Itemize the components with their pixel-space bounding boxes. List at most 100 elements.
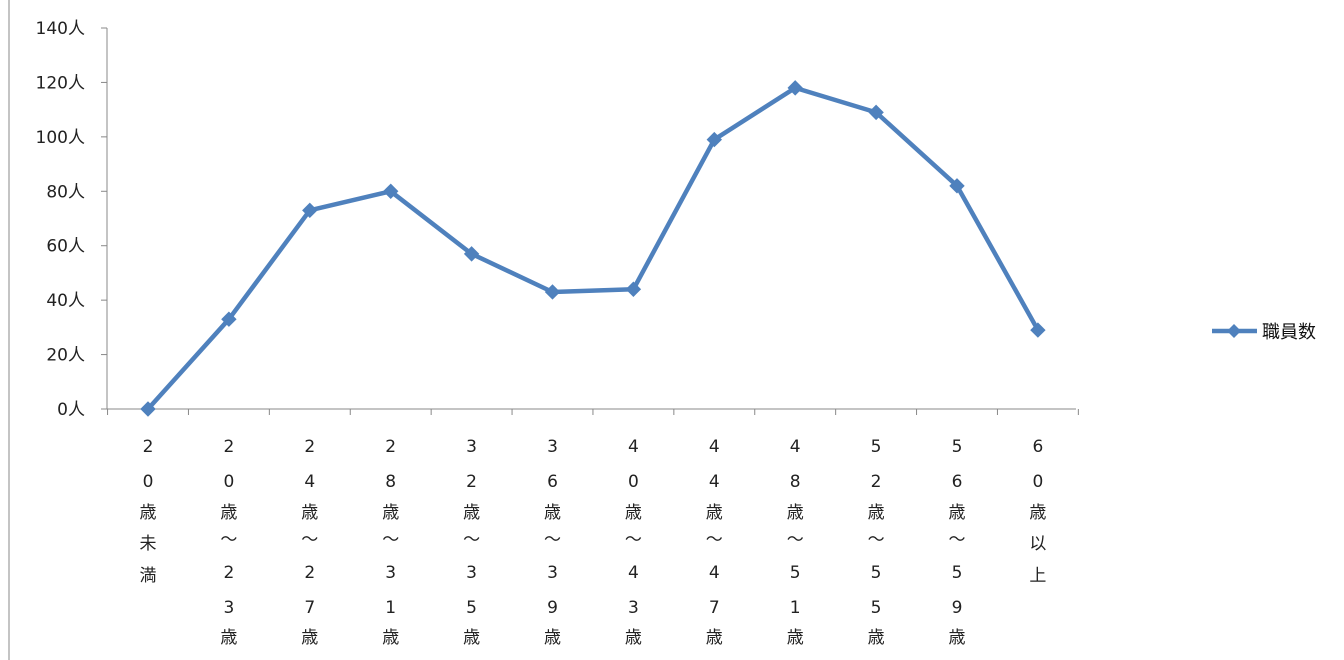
- x-tick-char: ～: [220, 530, 237, 550]
- x-tick-char: 歳: [301, 503, 318, 523]
- x-tick-char: 3: [385, 563, 396, 583]
- x-tick-char: 4: [790, 437, 801, 457]
- data-point-marker: [949, 178, 965, 194]
- x-tick-char: 5: [952, 563, 963, 583]
- x-tick-char: ～: [544, 530, 561, 550]
- x-tick-char: 3: [223, 598, 234, 618]
- x-tick-char: 6: [952, 472, 963, 492]
- x-tick-char: 歳: [787, 628, 804, 648]
- x-tick-char: 9: [952, 598, 963, 618]
- x-axis: 20歳未満20歳～23歳24歳～27歳28歳～31歳32歳～35歳36歳～39歳…: [107, 408, 1079, 648]
- x-tick-label: 5 6 歳 ～ 5 9 歳: [949, 437, 966, 648]
- x-tick-char: 4: [709, 472, 720, 492]
- x-tick-char: 歳: [949, 503, 966, 523]
- x-tick-char: 2: [223, 563, 234, 583]
- x-tick-char: ～: [301, 530, 318, 550]
- legend-marker-swatch: [1227, 324, 1241, 338]
- x-tick-char: 歳: [220, 503, 237, 523]
- x-tick-char: ～: [787, 530, 804, 550]
- x-tick-char: 歳: [544, 628, 561, 648]
- series-group: [140, 80, 1046, 417]
- x-tick-char: ～: [463, 530, 480, 550]
- data-point-marker: [221, 311, 237, 327]
- x-tick-char: 歳: [544, 503, 561, 523]
- x-tick-label: 2 4 歳 ～ 2 7 歳: [301, 437, 318, 648]
- x-tick-char: 歳: [382, 503, 399, 523]
- x-tick-char: 0: [1032, 472, 1043, 492]
- data-point-marker: [787, 80, 803, 96]
- x-tick-char: 2: [466, 472, 477, 492]
- x-tick-char: 3: [547, 437, 558, 457]
- x-tick-char: 2: [223, 437, 234, 457]
- x-tick-char: 2: [871, 472, 882, 492]
- x-tick-char: 5: [871, 437, 882, 457]
- x-tick-char: 歳: [949, 628, 966, 648]
- x-tick-label: 2 8 歳 ～ 3 1 歳: [382, 437, 399, 648]
- x-tick-char: 歳: [220, 628, 237, 648]
- x-tick-char: 1: [790, 598, 801, 618]
- x-tick-char: 5: [790, 563, 801, 583]
- x-tick-char: 3: [628, 598, 639, 618]
- data-point-marker: [463, 246, 480, 262]
- x-tick-char: 歳: [706, 628, 723, 648]
- x-tick-char: 歳: [706, 503, 723, 523]
- x-tick-char: 3: [466, 437, 477, 457]
- data-point-marker: [140, 401, 156, 417]
- x-tick-char: 5: [871, 598, 882, 618]
- x-tick-char: ～: [949, 530, 966, 550]
- y-tick-label: 80人: [46, 182, 85, 202]
- y-tick-label: 140人: [36, 19, 85, 39]
- x-tick-char: 4: [304, 472, 315, 492]
- x-tick-char: 0: [143, 472, 154, 492]
- data-point-marker: [302, 202, 318, 219]
- data-point-marker: [706, 131, 723, 148]
- x-tick-char: 5: [871, 563, 882, 583]
- x-tick-char: 7: [709, 598, 720, 618]
- data-point-marker: [625, 281, 642, 297]
- x-tick-char: 歳: [1029, 503, 1046, 523]
- x-tick-label: 3 6 歳 ～ 3 9 歳: [544, 437, 561, 648]
- data-point-marker: [868, 104, 884, 121]
- x-tick-char: 歳: [140, 503, 157, 523]
- y-tick-label: 60人: [46, 237, 85, 257]
- x-tick-label: 4 0 歳 ～ 4 3 歳: [625, 437, 642, 648]
- x-tick-char: 4: [709, 563, 720, 583]
- y-axis: 0人 20人 40人 60人 80人 100人 120人 140人: [8, 0, 108, 660]
- y-tick-label: 100人: [36, 128, 85, 148]
- y-tick-label: 120人: [36, 73, 85, 93]
- x-tick-char: 歳: [382, 628, 399, 648]
- x-tick-char: 歳: [463, 503, 480, 523]
- x-tick-label: 4 4 歳 ～ 4 7 歳: [706, 437, 723, 648]
- x-tick-char: 3: [466, 563, 477, 583]
- x-tick-char: ～: [382, 530, 399, 550]
- x-tick-char: 7: [304, 598, 315, 618]
- legend: 職員数: [1212, 322, 1316, 343]
- x-tick-char: 8: [790, 472, 801, 492]
- x-tick-char: 4: [628, 563, 639, 583]
- x-tick-char: 満: [140, 566, 157, 586]
- x-tick-char: 歳: [868, 503, 885, 523]
- x-tick-label: 3 2 歳 ～ 3 5 歳: [463, 437, 480, 648]
- series-line: [146, 85, 1040, 411]
- y-tick-label: 0人: [57, 400, 85, 420]
- y-tick-label: 20人: [46, 346, 85, 366]
- x-tick-char: 0: [628, 472, 639, 492]
- x-tick-char: 歳: [463, 628, 480, 648]
- x-tick-char: 8: [385, 472, 396, 492]
- x-tick-char: 歳: [625, 628, 642, 648]
- x-tick-char: 6: [547, 472, 558, 492]
- x-tick-char: 2: [143, 437, 154, 457]
- x-tick-char: 5: [466, 598, 477, 618]
- x-tick-char: ～: [706, 530, 723, 550]
- x-tick-char: 1: [385, 598, 396, 618]
- x-tick-char: ～: [868, 530, 885, 550]
- x-tick-char: 0: [223, 472, 234, 492]
- x-tick-char: 2: [304, 563, 315, 583]
- data-point-marker: [382, 183, 399, 199]
- data-point-marker: [1030, 322, 1046, 338]
- x-tick-char: 歳: [301, 628, 318, 648]
- x-tick-char: 以: [1029, 534, 1046, 554]
- x-tick-char: ～: [625, 530, 642, 550]
- x-tick-char: 4: [628, 437, 639, 457]
- x-tick-char: 歳: [625, 503, 642, 523]
